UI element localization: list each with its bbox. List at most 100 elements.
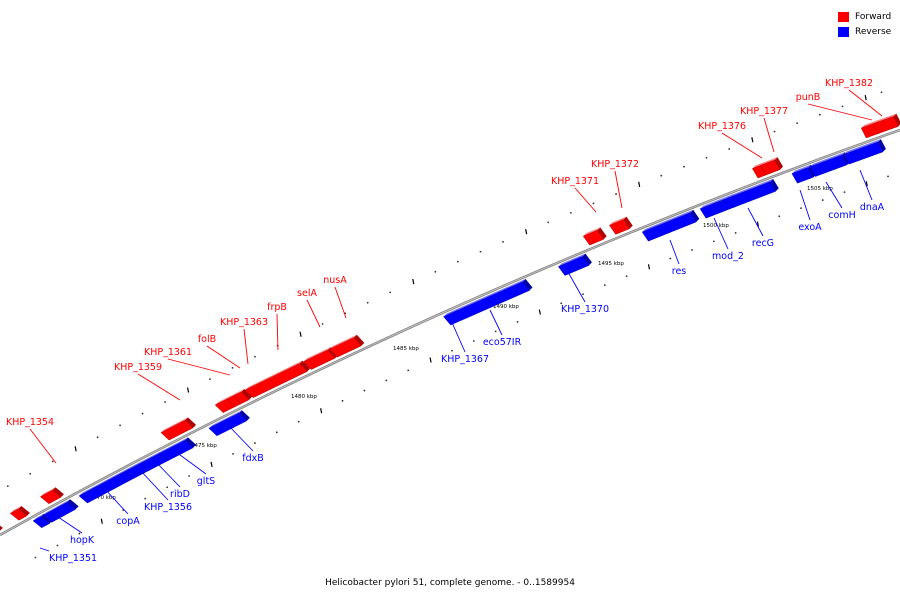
gene-block-top: [443, 308, 458, 317]
legend-forward-label: Forward: [855, 11, 892, 22]
gene-leader-KHP_1356: [139, 469, 169, 501]
gene-block-frpB[interactable]: [245, 363, 308, 399]
gene-block-side: [0, 525, 3, 531]
gene-label-frpB[interactable]: frpB: [267, 302, 287, 313]
legend-reverse[interactable]: Reverse: [838, 24, 891, 39]
gene-block-top: [40, 487, 56, 497]
gene-block-side: [582, 253, 592, 266]
gene-block-top: [303, 347, 331, 362]
ruler-dot: [479, 250, 482, 253]
gene-block-res[interactable]: [641, 212, 697, 242]
ruler-dot: [254, 355, 256, 358]
gene-block-KHP_1359[interactable]: [160, 420, 194, 441]
gene-label-comH[interactable]: comH: [828, 210, 855, 221]
ruler-dot: [734, 232, 737, 234]
ruler-dot: [615, 193, 617, 195]
gene-label-fdxB[interactable]: fdxB: [242, 453, 264, 464]
gene-block-recG[interactable]: [727, 181, 777, 208]
gene-block-top: [10, 505, 22, 514]
gene-block-nusA[interactable]: [329, 337, 362, 358]
ruler-dot: [778, 215, 781, 218]
ruler-dot: [569, 211, 572, 214]
gene-label-exoA[interactable]: exoA: [798, 222, 822, 233]
ruler-dot: [603, 284, 606, 287]
gene-label-KHP_1377[interactable]: KHP_1377: [740, 106, 788, 117]
tick-label: 1505 kbp: [807, 186, 833, 192]
gene-block-top: [843, 139, 881, 155]
gene-block-hopK[interactable]: [42, 501, 77, 523]
gene-block-exoA[interactable]: [791, 167, 814, 184]
ruler-dot: [144, 497, 147, 500]
gene-block-KHP_1351[interactable]: [32, 516, 51, 529]
ruler-tick-mark: [429, 357, 432, 363]
gene-label-KHP_1359[interactable]: KHP_1359: [114, 362, 162, 373]
gene-label-KHP_1367[interactable]: KHP_1367: [441, 354, 489, 365]
gene-label-KHP_1363[interactable]: KHP_1363: [220, 317, 268, 328]
gene-block-fdxB[interactable]: [208, 412, 248, 437]
gene-block-gltS[interactable]: [159, 440, 194, 461]
gene-label-KHP_1371[interactable]: KHP_1371: [551, 176, 599, 187]
gene-label-recG[interactable]: recG: [752, 238, 774, 249]
gene-block-KHP_1372[interactable]: [609, 219, 631, 235]
gene-block-KHP_1363[interactable]: [232, 391, 250, 404]
genome-axis-highlight: [0, 129, 900, 536]
gene-label-ribD[interactable]: ribD: [170, 489, 190, 500]
gene-label-KHP_1372[interactable]: KHP_1372: [591, 159, 639, 170]
gene-block-comH[interactable]: [809, 154, 848, 177]
gene-label-eco57IR[interactable]: eco57IR: [483, 337, 522, 348]
gene-block-edge-2[interactable]: [9, 508, 28, 521]
gene-label-gltS[interactable]: gltS: [197, 476, 215, 487]
gene-block-KHP_1354[interactable]: [39, 489, 62, 505]
gene-block-top: [159, 437, 188, 454]
gene-label-KHP_1351[interactable]: KHP_1351: [49, 553, 97, 564]
ruler-dot: [887, 175, 889, 178]
gene-leader-selA: [306, 299, 321, 328]
ruler-dot: [560, 302, 563, 305]
ruler-tick-mark: [100, 518, 103, 524]
gene-block-selA[interactable]: [303, 349, 336, 370]
gene-label-hopK[interactable]: hopK: [70, 535, 95, 546]
gene-labels: KHP_1351 hopK KHP_1354 copA KHP_1356 ribD gltS…: [6, 78, 885, 564]
gene-label-dnaA[interactable]: dnaA: [860, 202, 885, 213]
ruler-dot: [254, 442, 256, 444]
legend-forward[interactable]: Forward: [838, 9, 891, 24]
gene-block-top: [760, 157, 778, 166]
gene-label-folB[interactable]: folB: [198, 334, 216, 345]
ruler-dot: [691, 249, 693, 251]
gene-label-KHP_1354[interactable]: KHP_1354: [6, 417, 54, 428]
gene-label-mod_2[interactable]: mod_2: [712, 251, 744, 262]
gene-label-KHP_1382[interactable]: KHP_1382: [825, 78, 873, 89]
gene-block-side: [67, 499, 79, 510]
gene-block-KHP_1377[interactable]: [760, 159, 781, 176]
gene-block-dnaA[interactable]: [843, 141, 884, 165]
gene-label-copA[interactable]: copA: [116, 516, 140, 527]
gene-label-KHP_1361[interactable]: KHP_1361: [144, 347, 192, 358]
gene-label-KHP_1370[interactable]: KHP_1370: [561, 304, 609, 315]
gene-label-KHP_1376[interactable]: KHP_1376: [698, 121, 746, 132]
gene-block-top: [558, 253, 586, 267]
gene-leader-fdxB: [227, 424, 254, 452]
gene-block-KHP_1382[interactable]: [872, 116, 899, 134]
ruler-dot: [818, 113, 821, 116]
gene-label-selA[interactable]: selA: [297, 288, 317, 299]
gene-label-KHP_1356[interactable]: KHP_1356: [144, 502, 192, 513]
ruler-tick-mark: [756, 221, 760, 227]
gene-label-nusA[interactable]: nusA: [323, 275, 347, 286]
gene-block-top: [583, 227, 601, 237]
gene-block-side: [238, 410, 250, 421]
gene-label-punB[interactable]: punB: [796, 92, 821, 103]
ruler-tick-mark: [74, 446, 77, 452]
gene-leader-recG: [747, 207, 764, 237]
ruler-dot: [6, 485, 9, 488]
ruler-tick-mark: [210, 461, 213, 468]
gene-label-res[interactable]: res: [672, 266, 687, 277]
gene-block-side: [877, 139, 886, 152]
gene-block-KHP_1370[interactable]: [557, 256, 590, 276]
gene-block-eco57IR[interactable]: [454, 281, 530, 321]
ruler-dot: [119, 424, 121, 427]
gene-block-top: [43, 499, 71, 516]
gene-block-side: [690, 209, 700, 222]
ruler-dot: [321, 323, 324, 325]
ruler-dot: [56, 544, 59, 547]
gene-block-KHP_1371[interactable]: [582, 230, 605, 246]
